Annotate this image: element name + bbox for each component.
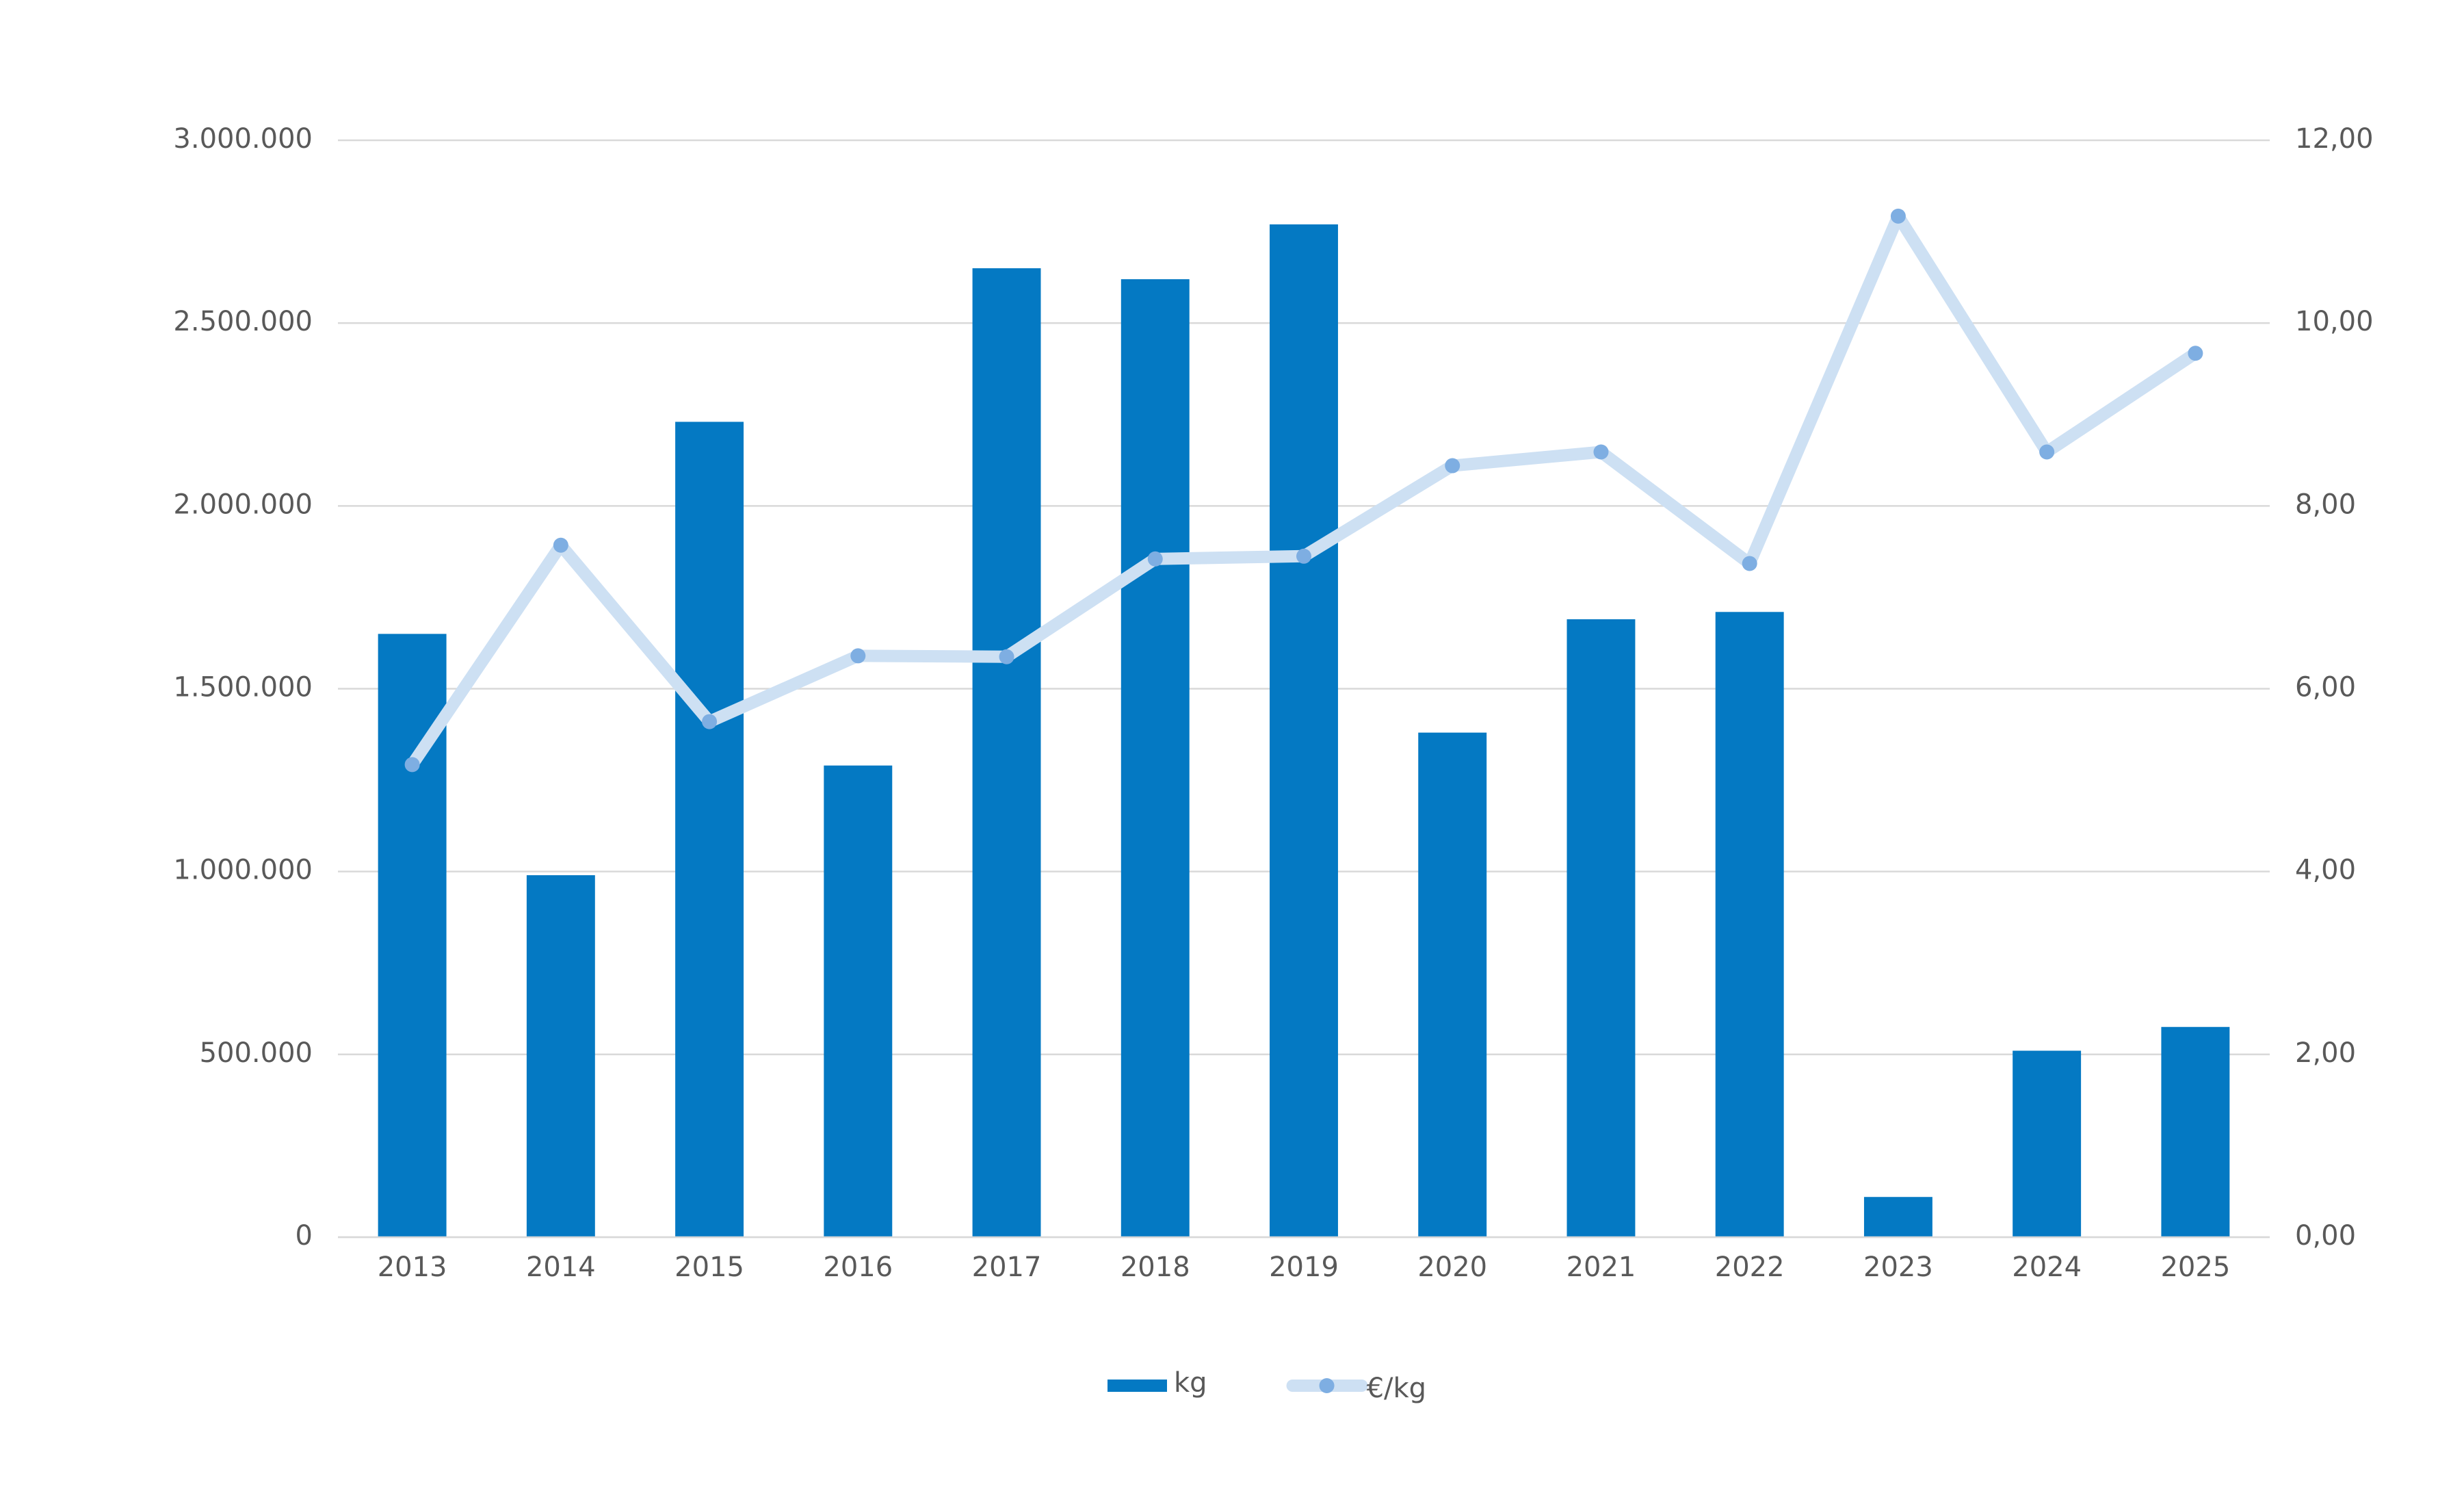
y2-tick-label: 2,00 <box>2295 1037 2356 1069</box>
bar <box>1715 612 1784 1237</box>
line-marker <box>553 537 568 553</box>
y-tick-label: 2.000.000 <box>173 489 313 520</box>
y-tick-label: 3.000.000 <box>173 123 313 155</box>
line-marker <box>1742 556 1757 571</box>
y2-tick-label: 4,00 <box>2295 855 2356 886</box>
line-marker <box>1890 208 1906 224</box>
x-tick-label: 2019 <box>1269 1252 1339 1283</box>
x-tick-label: 2020 <box>1417 1252 1487 1283</box>
y2-tick-label: 8,00 <box>2295 489 2356 520</box>
legend-swatch <box>1108 1380 1167 1392</box>
y2-tick-label: 0,00 <box>2295 1220 2356 1252</box>
bar <box>972 268 1041 1238</box>
line-marker <box>702 714 718 729</box>
x-tick-label: 2021 <box>1567 1252 1636 1283</box>
bar <box>1567 619 1636 1237</box>
x-tick-label: 2016 <box>823 1252 893 1283</box>
y2-tick-label: 12,00 <box>2295 123 2374 155</box>
line-marker <box>999 649 1014 664</box>
line-marker <box>850 648 866 664</box>
legend-marker <box>1319 1378 1335 1393</box>
y2-tick-label: 6,00 <box>2295 672 2356 703</box>
line-marker <box>2188 346 2203 361</box>
bar <box>675 422 744 1237</box>
bar <box>1863 1197 1932 1237</box>
x-tick-label: 2014 <box>526 1252 596 1283</box>
y-tick-label: 2.500.000 <box>173 306 313 337</box>
x-tick-label: 2015 <box>674 1252 744 1283</box>
line-marker <box>1147 551 1163 567</box>
y-tick-label: 500.000 <box>200 1037 313 1069</box>
x-tick-label: 2017 <box>972 1252 1042 1283</box>
line-marker <box>1445 458 1460 474</box>
bar <box>2013 1050 2082 1237</box>
bar <box>526 875 595 1237</box>
x-tick-label: 2023 <box>1863 1252 1933 1283</box>
x-tick-label: 2022 <box>1715 1252 1785 1283</box>
line-marker <box>1296 548 1311 564</box>
legend-label: kg <box>1174 1367 1207 1399</box>
bar <box>1270 224 1338 1237</box>
line-marker <box>404 757 420 773</box>
bar <box>824 765 893 1237</box>
x-tick-label: 2018 <box>1120 1252 1190 1283</box>
line-marker <box>1593 444 1609 460</box>
y-tick-label: 0 <box>296 1220 313 1252</box>
bar <box>1418 732 1487 1237</box>
y-tick-label: 1.000.000 <box>173 855 313 886</box>
y-tick-label: 1.500.000 <box>173 672 313 703</box>
line-marker <box>2039 444 2055 460</box>
y2-tick-label: 10,00 <box>2295 306 2374 337</box>
bar <box>1120 279 1190 1238</box>
x-tick-label: 2025 <box>2160 1252 2230 1283</box>
x-tick-label: 2024 <box>2012 1252 2082 1283</box>
x-tick-label: 2013 <box>378 1252 447 1283</box>
legend-label: €/kg <box>1367 1373 1426 1404</box>
bar <box>2161 1026 2230 1237</box>
